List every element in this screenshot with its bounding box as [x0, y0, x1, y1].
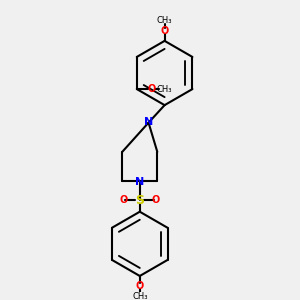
Text: O: O — [136, 281, 144, 291]
Text: S: S — [135, 194, 144, 206]
Text: O: O — [160, 26, 169, 36]
Text: CH₃: CH₃ — [132, 292, 148, 300]
Text: CH₃: CH₃ — [157, 16, 172, 25]
Text: O: O — [120, 195, 128, 205]
Text: CH₃: CH₃ — [157, 85, 172, 94]
Text: N: N — [144, 117, 153, 127]
Text: O: O — [147, 84, 155, 94]
Text: N: N — [135, 177, 144, 187]
Text: O: O — [152, 195, 160, 205]
